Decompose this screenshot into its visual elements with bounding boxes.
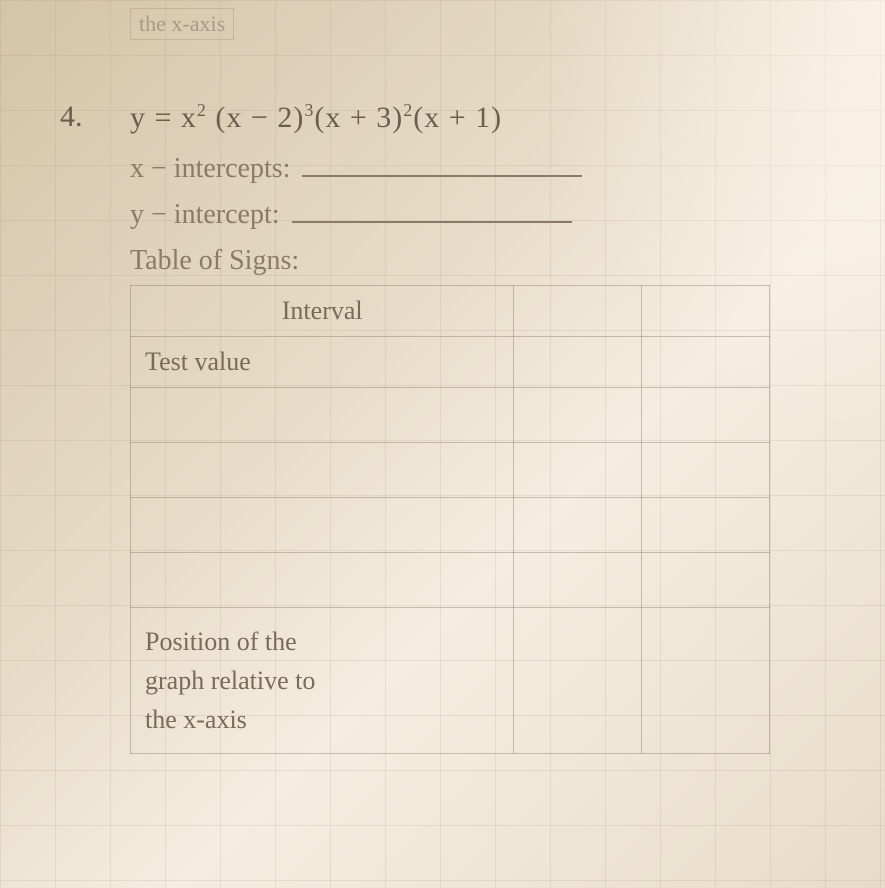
equation-exp2: 3 xyxy=(304,100,314,120)
test-value-col-1[interactable] xyxy=(514,337,642,388)
equation-exp1: 2 xyxy=(197,100,207,120)
equation-part4: (x + 1) xyxy=(413,101,502,134)
empty-row-2 xyxy=(131,443,770,498)
problem-content: 4. y = x2 (x − 2)3(x + 3)2(x + 1) x − in… xyxy=(60,100,840,754)
empty-1-col-2[interactable] xyxy=(642,388,770,443)
empty-label-2[interactable] xyxy=(131,443,514,498)
problem-body: y = x2 (x − 2)3(x + 3)2(x + 1) x − inter… xyxy=(130,100,840,754)
interval-label-cell: Interval xyxy=(131,286,514,337)
empty-2-col-1[interactable] xyxy=(514,443,642,498)
interval-row: Interval xyxy=(131,286,770,337)
equation: y = x2 (x − 2)3(x + 3)2(x + 1) xyxy=(130,100,840,135)
position-line-2: graph relative to xyxy=(145,666,315,695)
table-of-signs: Interval Test value xyxy=(130,285,770,754)
y-intercept-line: y − intercept: xyxy=(130,199,840,231)
test-value-label-cell: Test value xyxy=(131,337,514,388)
empty-row-4 xyxy=(131,553,770,608)
test-value-col-2[interactable] xyxy=(642,337,770,388)
interval-col-2[interactable] xyxy=(642,286,770,337)
x-intercepts-line: x − intercepts: xyxy=(130,153,840,185)
empty-4-col-2[interactable] xyxy=(642,553,770,608)
empty-row-3 xyxy=(131,498,770,553)
y-intercept-blank[interactable] xyxy=(292,199,572,223)
test-value-row: Test value xyxy=(131,337,770,388)
position-label-cell: Position of the graph relative to the x-… xyxy=(131,608,514,754)
x-intercepts-blank[interactable] xyxy=(302,153,582,177)
empty-label-3[interactable] xyxy=(131,498,514,553)
empty-2-col-2[interactable] xyxy=(642,443,770,498)
empty-row-1 xyxy=(131,388,770,443)
empty-3-col-1[interactable] xyxy=(514,498,642,553)
table-of-signs-label: Table of Signs: xyxy=(130,245,840,277)
position-line-3: the x-axis xyxy=(145,705,247,734)
empty-label-1[interactable] xyxy=(131,388,514,443)
equation-prefix: y = x xyxy=(130,101,197,134)
empty-label-4[interactable] xyxy=(131,553,514,608)
equation-part2: (x − 2) xyxy=(207,101,304,134)
empty-1-col-1[interactable] xyxy=(514,388,642,443)
position-line-1: Position of the xyxy=(145,627,297,656)
equation-exp3: 2 xyxy=(403,100,413,120)
position-col-2[interactable] xyxy=(642,608,770,754)
position-row: Position of the graph relative to the x-… xyxy=(131,608,770,754)
y-intercept-label: y − intercept: xyxy=(130,199,280,231)
interval-col-1[interactable] xyxy=(514,286,642,337)
problem-number: 4. xyxy=(60,100,83,134)
previous-problem-fragment: the x-axis xyxy=(130,8,234,40)
empty-4-col-1[interactable] xyxy=(514,553,642,608)
position-col-1[interactable] xyxy=(514,608,642,754)
x-intercepts-label: x − intercepts: xyxy=(130,153,290,185)
empty-3-col-2[interactable] xyxy=(642,498,770,553)
equation-part3: (x + 3) xyxy=(314,101,403,134)
